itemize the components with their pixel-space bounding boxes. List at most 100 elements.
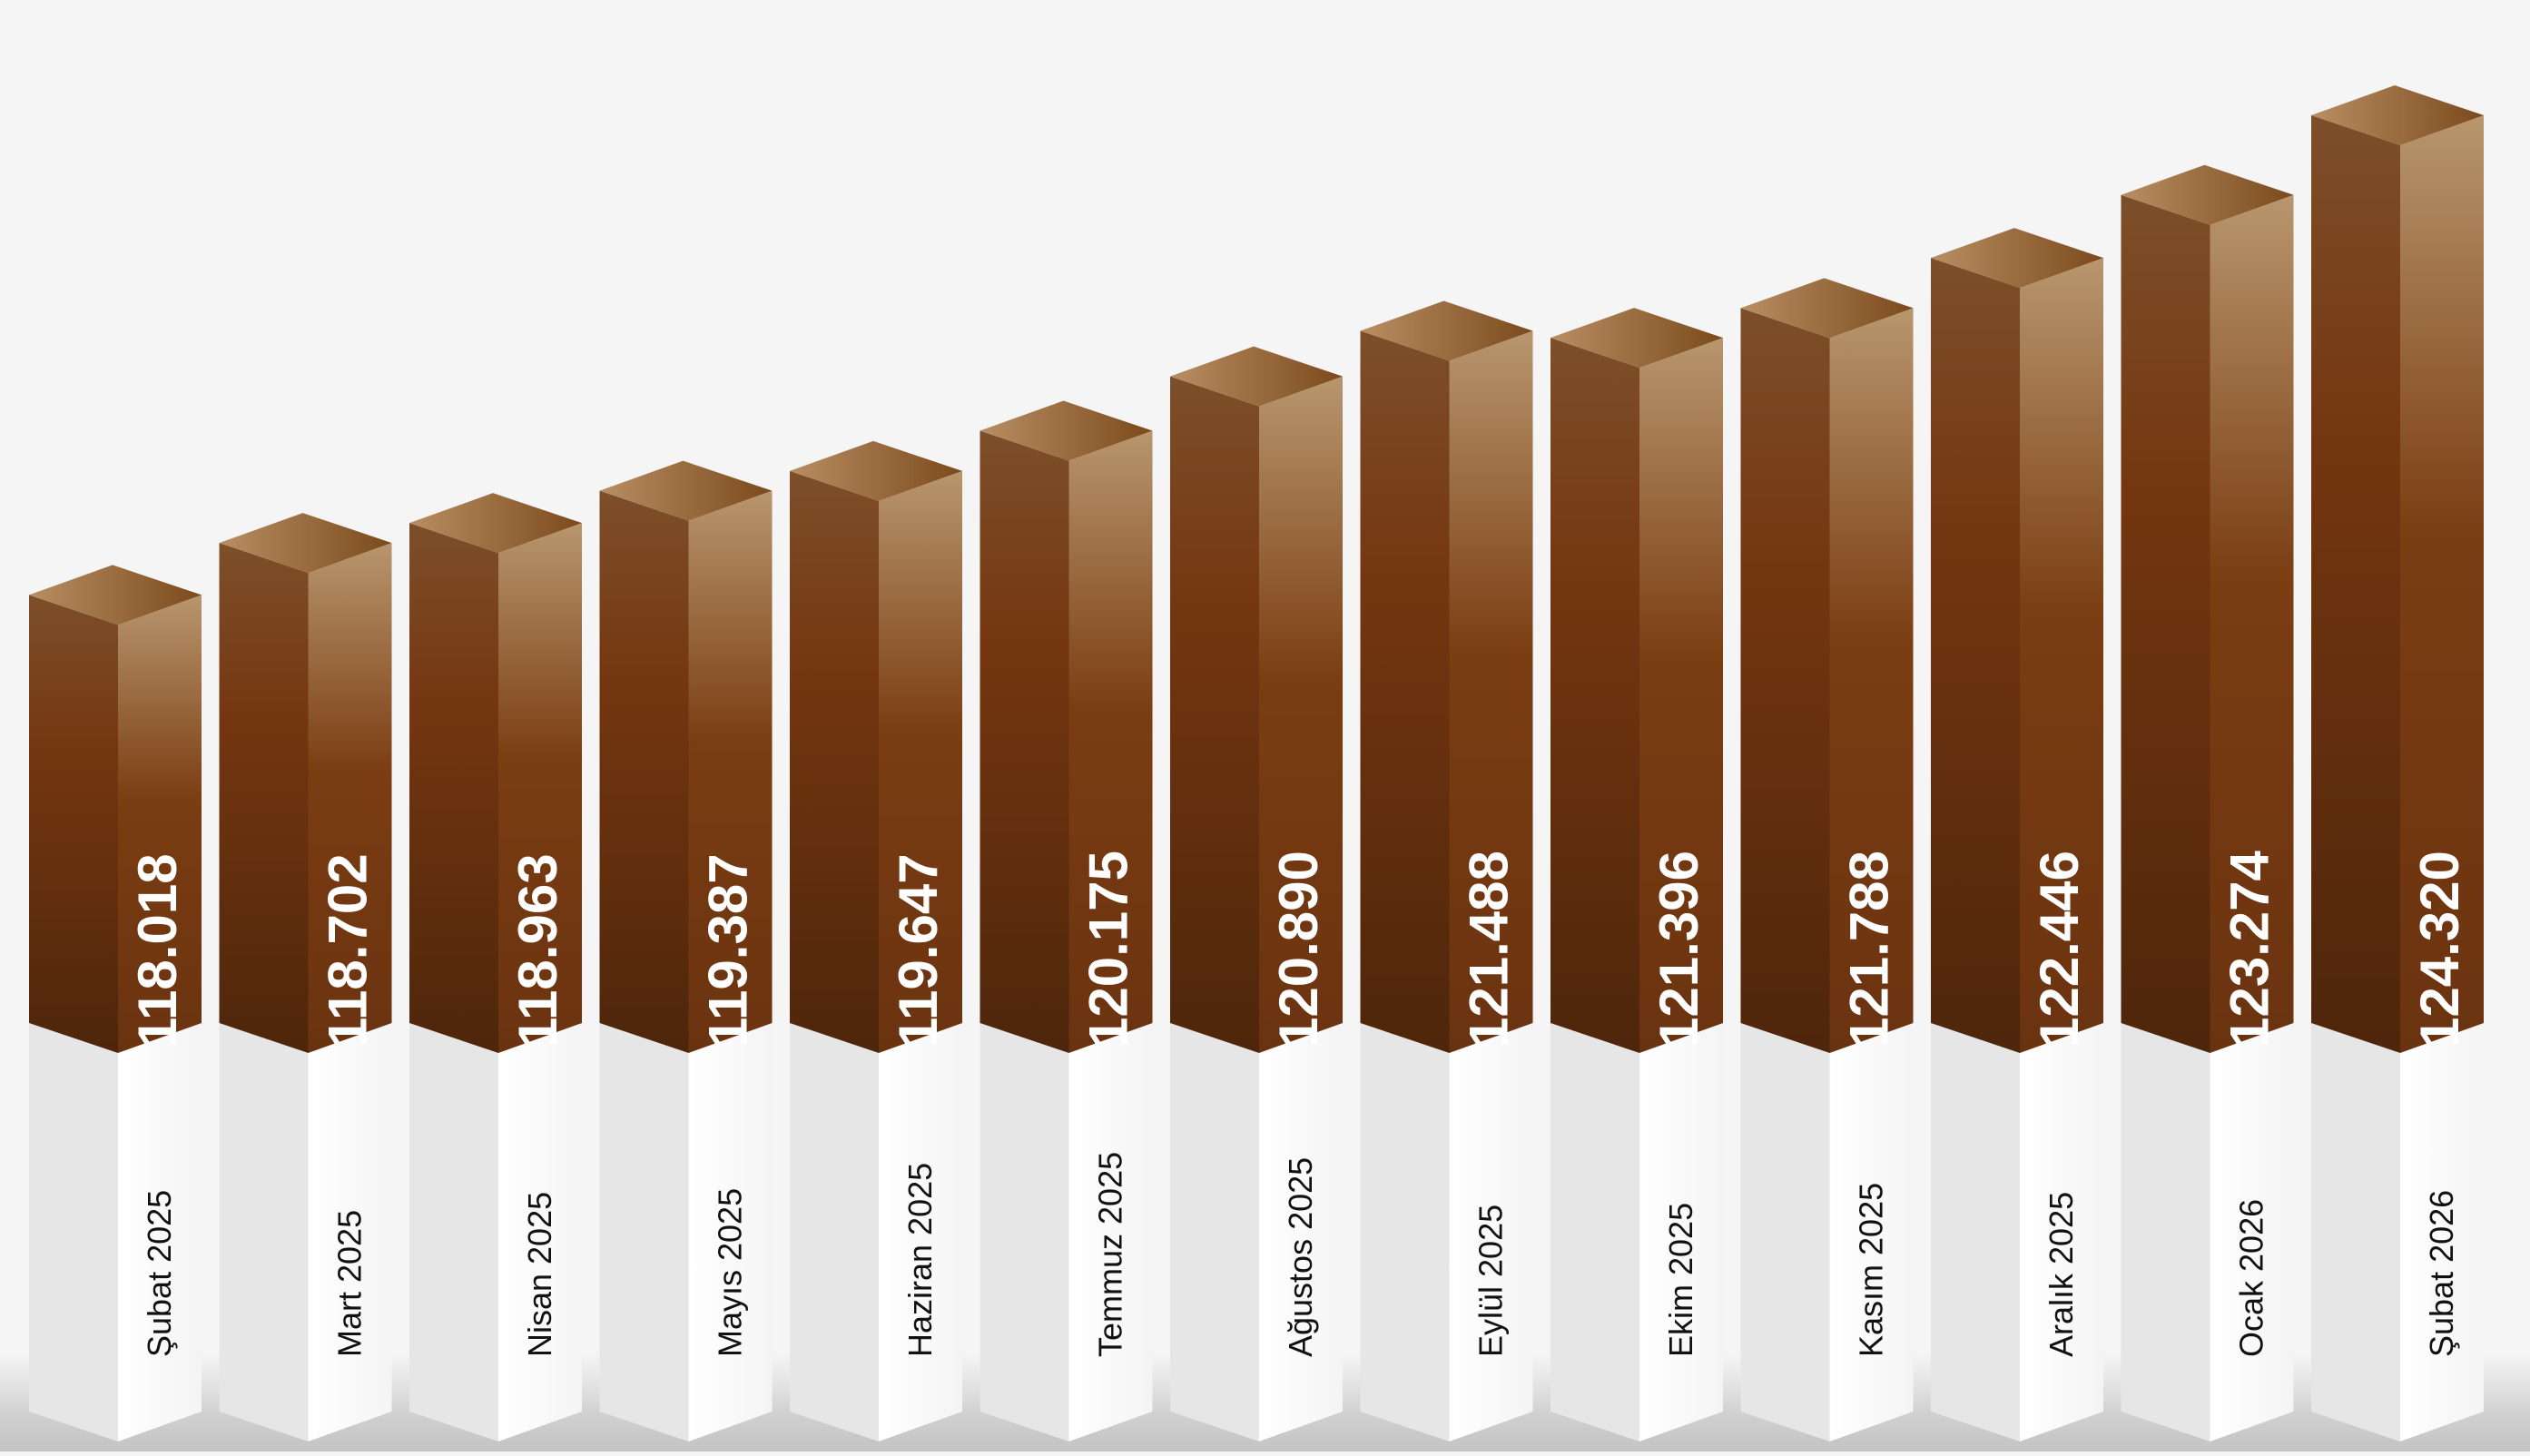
bar-base-side bbox=[879, 1023, 962, 1441]
bar-category-label: Ocak 2026 bbox=[2233, 1199, 2270, 1357]
bar-group: 120.890 Ağustos 2025 bbox=[1170, 346, 1343, 1441]
bar-front bbox=[29, 595, 118, 1053]
bar-top bbox=[1740, 278, 1914, 339]
bar-side bbox=[1068, 430, 1153, 1053]
bar-base-side bbox=[1259, 1023, 1343, 1441]
bar-value-label: 118.702 bbox=[318, 853, 379, 1048]
bar-value-label: 120.890 bbox=[1268, 851, 1329, 1048]
bar-side bbox=[1449, 330, 1533, 1054]
bar-base-front bbox=[29, 1023, 118, 1441]
bar-side bbox=[2020, 258, 2103, 1053]
bar-group: 121.788 Kasım 2025 bbox=[1740, 278, 1914, 1441]
bar-base-front bbox=[2121, 1023, 2210, 1441]
bar-category-label: Mart 2025 bbox=[331, 1210, 369, 1357]
bar-front bbox=[409, 523, 498, 1053]
bar-front bbox=[599, 490, 689, 1053]
bar-value-label: 121.396 bbox=[1649, 851, 1709, 1048]
bar-category-label: Ağustos 2025 bbox=[1282, 1157, 1319, 1357]
bar-top bbox=[1931, 228, 2103, 289]
bar-base-front bbox=[1550, 1023, 1639, 1441]
bar-side bbox=[2400, 115, 2484, 1053]
bar-base-side bbox=[1449, 1023, 1533, 1441]
bar-base-front bbox=[1740, 1023, 1830, 1441]
bar-value-label: 121.488 bbox=[1459, 851, 1520, 1048]
bar-side bbox=[688, 490, 773, 1053]
bar-group: 119.647 Haziran 2025 bbox=[790, 440, 962, 1441]
bar-front bbox=[2311, 115, 2400, 1053]
bar-top bbox=[1550, 308, 1723, 369]
bar-top bbox=[2121, 164, 2294, 225]
bar-value-label: 120.175 bbox=[1078, 851, 1139, 1048]
bar-base-side bbox=[2020, 1023, 2103, 1441]
bar-group: 120.175 Temmuz 2025 bbox=[980, 400, 1153, 1441]
bar-value-label: 121.788 bbox=[1839, 851, 1900, 1048]
bar-category-label: Şubat 2026 bbox=[2423, 1190, 2460, 1357]
bar-side bbox=[2210, 194, 2294, 1054]
bar-top bbox=[2311, 85, 2484, 146]
bar-category-label: Temmuz 2025 bbox=[1092, 1152, 1129, 1357]
bar-base-front bbox=[1360, 1023, 1450, 1441]
bar-category-label: Haziran 2025 bbox=[901, 1163, 939, 1357]
bar-group: 121.488 Eylül 2025 bbox=[1360, 300, 1533, 1441]
bar-base-front bbox=[1170, 1023, 1259, 1441]
bar-base-side bbox=[1639, 1023, 1723, 1441]
bar-group: 121.396 Ekim 2025 bbox=[1550, 308, 1723, 1441]
bar-base-side bbox=[118, 1023, 202, 1441]
bar-side bbox=[1259, 376, 1343, 1054]
bar-front bbox=[1931, 258, 2020, 1053]
bar-front bbox=[1550, 338, 1639, 1054]
bar-value-label: 119.387 bbox=[698, 853, 759, 1048]
bar-top bbox=[1170, 346, 1343, 407]
bar-base-front bbox=[1931, 1023, 2020, 1441]
bar-side bbox=[879, 470, 962, 1053]
bar-value-label: 118.018 bbox=[127, 853, 188, 1048]
bar-group: 122.446 Aralık 2025 bbox=[1931, 228, 2103, 1441]
bar-base-front bbox=[599, 1023, 689, 1441]
bar-side bbox=[118, 595, 202, 1053]
bar-value-label: 119.647 bbox=[888, 853, 949, 1048]
bar-front bbox=[980, 430, 1069, 1053]
bar-side bbox=[308, 543, 392, 1053]
bar-front bbox=[2121, 194, 2210, 1054]
bar-group: 119.387 Mayıs 2025 bbox=[599, 460, 773, 1441]
bar-top bbox=[409, 493, 582, 554]
bar-category-label: Aralık 2025 bbox=[2043, 1192, 2080, 1357]
bar-group: 118.963 Nisan 2025 bbox=[409, 493, 582, 1441]
bar-front bbox=[219, 543, 309, 1053]
bar-top bbox=[29, 565, 202, 625]
bar-top bbox=[980, 400, 1153, 461]
bar-category-label: Şubat 2025 bbox=[141, 1190, 178, 1357]
bar-category-label: Ekim 2025 bbox=[1662, 1203, 1699, 1357]
bar-side bbox=[498, 523, 582, 1053]
bar-base-side bbox=[2400, 1023, 2484, 1441]
bar-base-side bbox=[688, 1023, 773, 1441]
bar-base-front bbox=[409, 1023, 498, 1441]
bar-base-side bbox=[1829, 1023, 1914, 1441]
bar-front bbox=[790, 470, 879, 1053]
bar-category-label: Kasım 2025 bbox=[1853, 1183, 1890, 1357]
bar-top bbox=[599, 460, 773, 521]
bar-base-front bbox=[219, 1023, 309, 1441]
bar-value-label: 123.274 bbox=[2220, 850, 2280, 1048]
bar-group: 118.018 Şubat 2025 bbox=[29, 565, 202, 1441]
bar-value-label: 118.963 bbox=[507, 853, 568, 1048]
bar-base-side bbox=[2210, 1023, 2294, 1441]
bar-side bbox=[1829, 308, 1914, 1053]
bar-base-side bbox=[1068, 1023, 1153, 1441]
bar-category-label: Nisan 2025 bbox=[521, 1192, 558, 1357]
bar-front bbox=[1360, 330, 1450, 1054]
bar-base-front bbox=[980, 1023, 1069, 1441]
bar-group: 118.702 Mart 2025 bbox=[219, 513, 392, 1441]
bar-base-side bbox=[498, 1023, 582, 1441]
bar-top bbox=[1360, 300, 1533, 361]
bar-base-front bbox=[2311, 1023, 2400, 1441]
bar-group: 123.274 Ocak 2026 bbox=[2121, 164, 2294, 1441]
bar-value-label: 124.320 bbox=[2409, 851, 2470, 1048]
bar-top bbox=[219, 513, 392, 574]
bar-group: 124.320 Şubat 2026 bbox=[2311, 85, 2484, 1441]
bar-top bbox=[790, 440, 962, 501]
bar-category-label: Mayıs 2025 bbox=[712, 1188, 749, 1357]
bar-front bbox=[1740, 308, 1830, 1053]
